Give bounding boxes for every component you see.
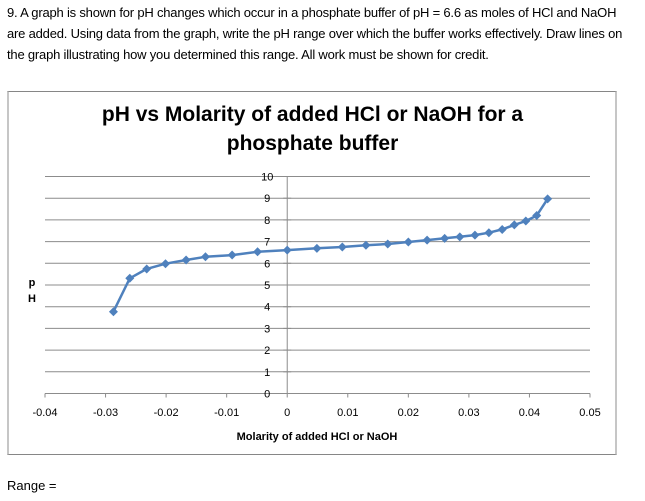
range-answer-label: Range =: [7, 478, 57, 493]
data-point-diamond-marker: [181, 255, 191, 265]
axes: [44, 176, 591, 398]
x-tick-label: -0.01: [214, 407, 239, 419]
gridlines: [45, 176, 590, 373]
y-tick-label: 8: [264, 215, 270, 227]
x-tick-label: -0.02: [154, 407, 179, 419]
data-point-diamond-marker: [312, 243, 322, 253]
data-point-diamond-marker: [108, 307, 118, 317]
chart-title-line-1: pH vs Molarity of added HCl or NaOH for …: [101, 103, 524, 126]
chart-title: pH vs Molarity of added HCl or NaOH for …: [0, 100, 625, 158]
data-point-diamond-marker: [422, 235, 432, 245]
y-tick-label: 2: [264, 345, 270, 357]
y-tick-label: 1: [264, 367, 270, 379]
data-point-diamond-marker: [532, 211, 542, 221]
data-point-diamond-marker: [455, 232, 465, 242]
data-point-diamond-marker: [497, 224, 507, 234]
y-tick-label: 4: [264, 302, 270, 314]
y-tick-label: 6: [264, 258, 270, 270]
x-axis-label: Molarity of added HCl or NaOH: [237, 431, 398, 443]
y-tick-label: 5: [264, 280, 270, 292]
series-line: [112, 198, 549, 313]
y-tick-label: 9: [264, 193, 270, 205]
data-point-diamond-marker: [161, 259, 171, 269]
data-point-diamond-marker: [200, 252, 210, 262]
x-tick-label: 0.04: [519, 407, 540, 419]
data-point-diamond-marker: [125, 273, 135, 283]
y-tick-label: 10: [261, 172, 273, 184]
data-point-diamond-marker: [227, 250, 237, 260]
chart-frame: [7, 91, 617, 455]
x-tick-label: 0.01: [337, 407, 358, 419]
data-series: [108, 194, 553, 317]
data-point-diamond-marker: [383, 239, 393, 249]
question-text: 9. A graph is shown for pH changes which…: [7, 5, 623, 62]
data-point-diamond-marker: [470, 230, 480, 240]
x-tick-label: -0.03: [93, 407, 118, 419]
data-point-diamond-marker: [253, 247, 263, 257]
y-tick-label: 0: [264, 389, 270, 401]
y-tick-label: 3: [264, 323, 270, 335]
y-axis-label-h: H: [28, 293, 36, 305]
y-tick-label: 7: [264, 237, 270, 249]
x-tick-label: 0.05: [579, 407, 600, 419]
data-point-diamond-marker: [403, 237, 413, 247]
data-point-diamond-marker: [484, 228, 494, 238]
x-tick-label: 0.03: [458, 407, 479, 419]
x-tick-label: 0.02: [398, 407, 419, 419]
y-axis-label-p: p: [29, 277, 36, 289]
data-point-diamond-marker: [440, 233, 450, 243]
data-point-diamond-marker: [337, 242, 347, 252]
y-tick-labels: 0 1 2 3 4 5 6 7 8 9 10: [261, 172, 273, 401]
data-point-diamond-marker: [543, 194, 553, 204]
x-tick-label: -0.04: [32, 407, 57, 419]
data-point-diamond-marker: [509, 220, 519, 230]
x-tick-label: 0: [284, 407, 290, 419]
chart-title-line-2: phosphate buffer: [226, 132, 399, 155]
data-point-diamond-marker: [361, 240, 371, 250]
data-point-diamond-marker: [521, 216, 531, 226]
data-point-diamond-marker: [282, 245, 292, 255]
data-point-diamond-marker: [142, 264, 152, 274]
x-tick-labels: -0.04 -0.03 -0.02 -0.01 0 0.01 0.02 0.03 0.04 0.0…: [32, 407, 600, 419]
